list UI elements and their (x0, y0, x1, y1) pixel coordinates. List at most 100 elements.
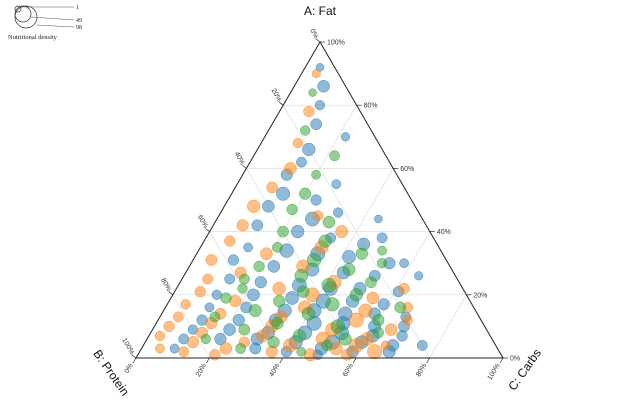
data-point (236, 219, 249, 232)
tick-mark-c (352, 357, 357, 364)
legend-value-medium: 49 (76, 18, 82, 24)
data-point (380, 340, 391, 351)
tick-label-a: 20% (473, 292, 487, 299)
data-point (302, 142, 316, 157)
data-point (329, 150, 340, 162)
data-point (266, 181, 278, 194)
data-point (219, 342, 233, 355)
data-point (360, 332, 375, 346)
data-point (308, 88, 317, 97)
data-point (317, 79, 330, 93)
data-point (272, 242, 283, 253)
data-point (296, 285, 310, 298)
tick-label-c: 40% (268, 363, 281, 379)
data-point (310, 194, 322, 206)
tick-label-c: 60% (342, 363, 355, 379)
tick-label-a: 100% (327, 40, 345, 47)
data-point (294, 268, 309, 283)
data-point (235, 343, 246, 354)
data-point (376, 258, 388, 269)
data-point (300, 125, 311, 136)
data-point (341, 348, 353, 361)
data-point (348, 312, 364, 328)
data-point (285, 291, 299, 305)
data-point (299, 187, 312, 200)
tick-mark-b (315, 38, 321, 43)
data-point (276, 186, 291, 201)
data-point (247, 199, 261, 213)
tick-label-b: 80% (159, 277, 172, 293)
data-point (224, 273, 236, 285)
data-point (365, 276, 377, 289)
data-point (172, 311, 184, 323)
data-point (169, 343, 180, 354)
data-point (335, 225, 349, 239)
data-point (209, 311, 221, 323)
data-point (292, 329, 307, 343)
data-point (301, 306, 316, 321)
legend-title: Nutritional density (8, 34, 58, 41)
data-point (355, 247, 368, 260)
data-point (155, 343, 165, 354)
tick-label-c: 20% (195, 363, 208, 379)
data-point (312, 210, 324, 222)
data-point (248, 304, 262, 318)
bubble-layer (154, 63, 428, 362)
data-point (342, 263, 356, 276)
data-point (330, 319, 346, 334)
data-point (311, 69, 321, 79)
data-point (154, 330, 166, 342)
data-point (286, 203, 298, 216)
tick-mark-b (278, 101, 284, 106)
data-point (224, 235, 236, 247)
tick-labels: 0% 0% 0% 20% 20% 20% 40% 40% 40% 60% 60% 60% 80% 80% 8… (120, 28, 520, 382)
data-point (214, 332, 227, 346)
data-point (284, 162, 297, 175)
data-point (310, 118, 323, 131)
data-point (267, 260, 281, 273)
data-point (202, 273, 214, 285)
tick-label-b: 40% (233, 151, 246, 167)
tick-mark-c (132, 357, 137, 364)
tick-label-c: 100% (487, 363, 502, 382)
data-point (194, 285, 206, 298)
legend-value-large: 98 (76, 25, 82, 31)
tick-mark-b (242, 165, 247, 169)
legend-circle-large (14, 5, 38, 29)
data-point (372, 314, 385, 327)
data-point (322, 215, 336, 229)
data-point (321, 339, 333, 352)
tick-label-b: 0% (308, 28, 319, 40)
data-point (292, 137, 303, 149)
data-point (283, 338, 298, 353)
data-point (416, 340, 428, 351)
data-point (306, 252, 322, 268)
data-point (227, 254, 240, 266)
tick-mark-c (206, 357, 210, 364)
data-point (342, 250, 356, 264)
tick-mark-b (168, 291, 174, 296)
data-point (372, 327, 384, 339)
axis-title-fat: A: Fat (304, 4, 337, 18)
data-point (267, 336, 280, 349)
grid-line-c-80 (429, 294, 467, 359)
legend-value-small: 1 (76, 5, 79, 11)
data-point (394, 301, 407, 314)
data-point (314, 100, 326, 111)
data-point (376, 232, 388, 244)
tick-mark-b (205, 228, 210, 232)
tick-label-a: 0% (510, 356, 520, 363)
size-legend: 1 49 98 Nutritional density (8, 5, 82, 41)
data-point (349, 288, 363, 302)
data-point (232, 314, 245, 327)
data-point (321, 277, 337, 293)
data-point (277, 225, 289, 238)
axis-title-carbs: C: Carbs (505, 346, 544, 393)
data-point (291, 224, 305, 239)
tick-label-b: 60% (196, 214, 209, 230)
data-point (260, 247, 273, 260)
tick-label-a: 40% (437, 229, 451, 236)
data-point (396, 330, 408, 342)
tick-label-a: 60% (400, 166, 414, 173)
